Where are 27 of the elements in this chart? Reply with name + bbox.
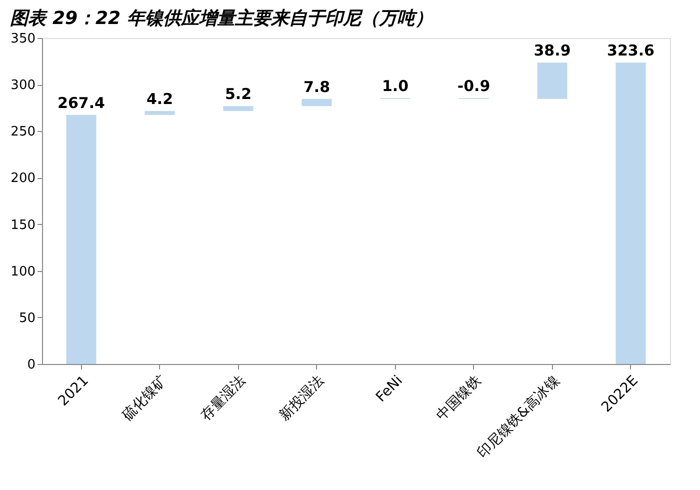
data-label: 4.2 (146, 90, 174, 108)
data-label: 267.4 (58, 94, 105, 112)
bar (144, 111, 175, 115)
bar (302, 98, 332, 106)
y-tick-label: 200 (10, 171, 36, 186)
y-tick-label: 0 (27, 358, 36, 372)
bar (66, 114, 96, 364)
x-tick-label: 中国镍铁 (433, 372, 484, 424)
data-label: 7.8 (303, 78, 330, 96)
y-tick-label: 250 (10, 124, 36, 140)
data-label: 323.6 (607, 42, 654, 60)
y-tick-label: 50 (18, 310, 36, 326)
data-label: 38.9 (534, 42, 571, 60)
bar (616, 62, 646, 364)
x-tick-label: 存量湿法 (198, 372, 249, 424)
y-tick-label: 100 (10, 264, 36, 280)
x-tick-label: 新投湿法 (276, 372, 328, 424)
data-label: 1.0 (382, 76, 409, 95)
y-tick-label: 300 (10, 78, 36, 94)
data-label: 5.2 (224, 85, 252, 104)
bar (223, 106, 254, 112)
y-tick-label: 150 (10, 218, 36, 233)
x-tick-label: 硫化镍矿 (119, 372, 170, 424)
bar (537, 62, 568, 99)
data-label: -0.9 (457, 76, 490, 95)
chart-title: 图表 29：22 年镍供应增量主要来自于印尼（万吨） (10, 8, 433, 29)
y-tick-label: 350 (10, 32, 36, 46)
